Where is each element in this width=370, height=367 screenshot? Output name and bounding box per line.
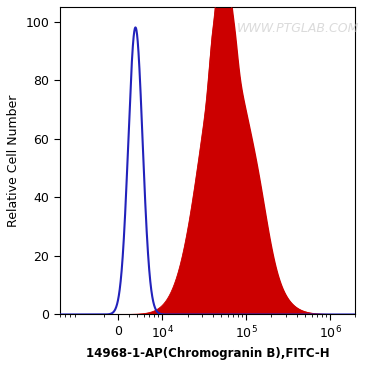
X-axis label: 14968-1-AP(Chromogranin B),FITC-H: 14968-1-AP(Chromogranin B),FITC-H xyxy=(86,347,329,360)
Y-axis label: Relative Cell Number: Relative Cell Number xyxy=(7,95,20,227)
Text: WWW.PTGLAB.COM: WWW.PTGLAB.COM xyxy=(237,22,360,34)
